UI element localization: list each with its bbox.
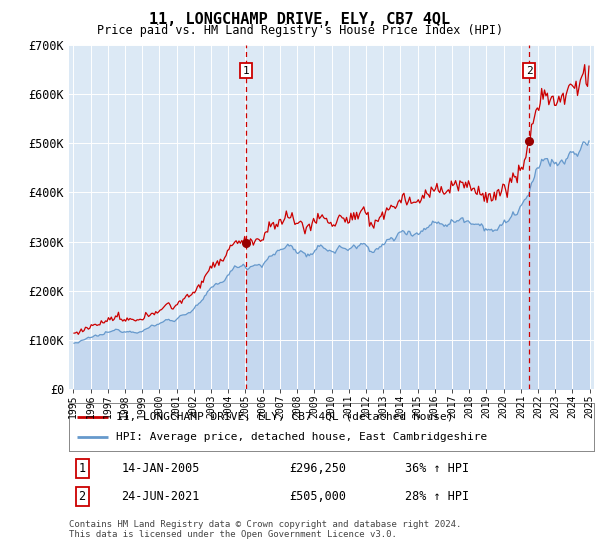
Text: 2005: 2005 [241, 395, 250, 418]
Text: 2002: 2002 [189, 395, 199, 418]
Text: 1: 1 [243, 66, 250, 76]
Text: 11, LONGCHAMP DRIVE, ELY, CB7 4QL (detached house): 11, LONGCHAMP DRIVE, ELY, CB7 4QL (detac… [116, 412, 454, 422]
Text: 2018: 2018 [464, 395, 474, 418]
Text: 14-JAN-2005: 14-JAN-2005 [121, 461, 200, 475]
Text: 2000: 2000 [154, 395, 164, 418]
Text: 36% ↑ HPI: 36% ↑ HPI [405, 461, 469, 475]
Text: Contains HM Land Registry data © Crown copyright and database right 2024.: Contains HM Land Registry data © Crown c… [69, 520, 461, 529]
Text: 2009: 2009 [309, 395, 319, 418]
Text: 2006: 2006 [257, 395, 268, 418]
Text: 1998: 1998 [120, 395, 130, 418]
Text: 2025: 2025 [584, 395, 595, 418]
Text: 2: 2 [79, 489, 86, 503]
Text: 2012: 2012 [361, 395, 371, 418]
Text: 2019: 2019 [481, 395, 491, 418]
Text: 2022: 2022 [533, 395, 543, 418]
Text: 1997: 1997 [103, 395, 113, 418]
Text: 2: 2 [526, 66, 532, 76]
Text: 2008: 2008 [292, 395, 302, 418]
Text: 2017: 2017 [447, 395, 457, 418]
Text: 2011: 2011 [344, 395, 354, 418]
Text: 2013: 2013 [378, 395, 388, 418]
Text: This data is licensed under the Open Government Licence v3.0.: This data is licensed under the Open Gov… [69, 530, 397, 539]
Text: 2007: 2007 [275, 395, 285, 418]
Text: 2023: 2023 [550, 395, 560, 418]
Text: 11, LONGCHAMP DRIVE, ELY, CB7 4QL: 11, LONGCHAMP DRIVE, ELY, CB7 4QL [149, 12, 451, 27]
Text: 1999: 1999 [137, 395, 147, 418]
Text: 28% ↑ HPI: 28% ↑ HPI [405, 489, 469, 503]
Text: 2014: 2014 [395, 395, 406, 418]
Text: Price paid vs. HM Land Registry's House Price Index (HPI): Price paid vs. HM Land Registry's House … [97, 24, 503, 37]
Text: 1996: 1996 [86, 395, 95, 418]
Text: 1: 1 [79, 461, 86, 475]
Text: 2001: 2001 [172, 395, 182, 418]
Text: 1995: 1995 [68, 395, 79, 418]
Text: 2003: 2003 [206, 395, 216, 418]
Text: £505,000: £505,000 [290, 489, 347, 503]
Text: 2010: 2010 [326, 395, 337, 418]
Text: 24-JUN-2021: 24-JUN-2021 [121, 489, 200, 503]
Text: 2004: 2004 [223, 395, 233, 418]
Text: 2024: 2024 [568, 395, 577, 418]
Text: HPI: Average price, detached house, East Cambridgeshire: HPI: Average price, detached house, East… [116, 432, 487, 442]
Text: 2021: 2021 [516, 395, 526, 418]
Text: £296,250: £296,250 [290, 461, 347, 475]
Text: 2020: 2020 [499, 395, 509, 418]
Text: 2016: 2016 [430, 395, 440, 418]
Text: 2015: 2015 [413, 395, 422, 418]
